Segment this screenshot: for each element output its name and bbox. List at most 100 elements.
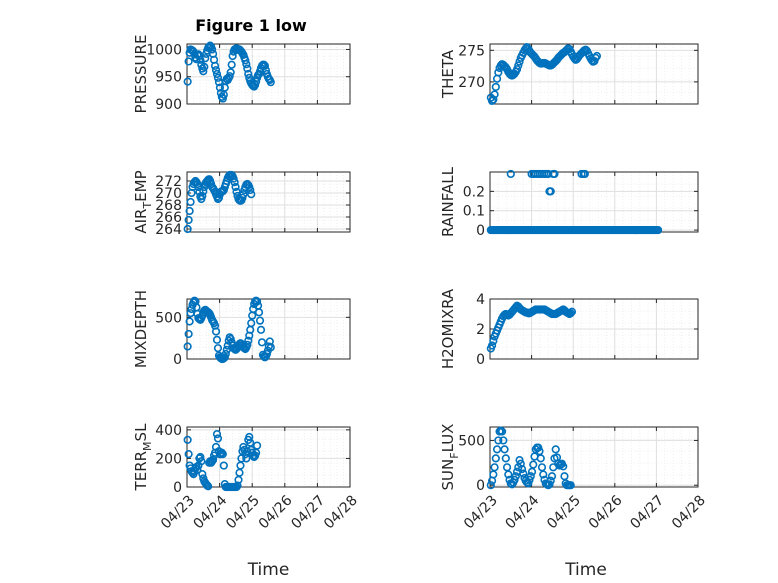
data-point [185,317,194,326]
y-tick-label: 0 [173,480,182,496]
data-point [246,185,255,195]
data-point [511,472,520,481]
data-point [559,462,568,471]
data-point [232,187,241,196]
data-point [199,187,208,196]
data-point [238,193,247,202]
y-tick-label: 0 [476,223,485,239]
data-point [545,480,554,489]
data-point [539,470,548,479]
data-point [243,340,252,349]
data-point [183,435,192,444]
data-point [183,342,192,351]
data-point [547,472,557,481]
y-tick-label: 1000 [146,42,182,58]
axes-box [489,43,699,105]
data-point [491,454,500,463]
data-point [490,90,499,99]
data-point [213,73,223,82]
data-point [519,469,528,478]
data-point [219,461,228,470]
data-point [256,325,266,334]
y-tick-label: 0.2 [463,184,485,200]
data-point [489,95,498,104]
data-point [486,481,495,490]
data-point [517,464,527,474]
data-point [512,65,522,74]
data-point [510,475,519,484]
y-tick-label: 268 [155,198,182,214]
data-point [499,436,508,445]
axes-box [489,426,699,488]
data-point [491,82,500,92]
data-point [255,316,265,325]
y-tick-label: 266 [155,210,182,226]
subplot-6: 0 2 4 H2OMIXRA [439,288,699,369]
y-tick-label: 272 [155,174,182,190]
data-point [210,61,220,70]
data-point [199,67,208,76]
subplot-5: 0 500 MIXDEPTH [132,290,351,368]
y-tick-label: 900 [155,97,182,113]
data-point [580,169,589,179]
data-point [242,60,251,69]
data-point [196,55,205,64]
data-point [198,470,207,479]
data-point [266,343,275,352]
data-point [551,445,560,454]
data-point [208,455,218,464]
y-axis-label: RAINFALL [439,166,457,237]
data-point [266,78,275,87]
data-point [592,51,602,61]
y-tick-label: 0 [476,352,485,368]
subplot-4: 0 0.1 0.2 RAINFALL [439,166,699,239]
data-point [186,197,195,207]
data-point [567,307,577,316]
y-axis-label: PRESSURE [132,35,150,114]
data-point [526,472,535,481]
y-axis-label: H2OMIXRA [439,288,457,369]
data-point [184,329,193,339]
data-point [257,338,267,347]
data-point [201,54,210,63]
y-axis-label: MIXDEPTH [132,290,150,368]
figure-title: Figure 1 low [195,16,307,35]
data-point [198,191,207,201]
y-axis-label: THETA [439,49,457,99]
data-point [185,206,194,216]
data-point [212,430,222,439]
data-point [506,169,515,179]
data-point [204,482,213,491]
data-point [546,187,555,196]
y-axis-label: AIRTEMP [132,170,154,233]
data-point [494,436,503,445]
data-point [184,57,193,66]
y-tick-label: 950 [155,70,182,86]
y-axis-label: TERRMSL [132,423,154,492]
axes-box [186,43,351,105]
data-point [566,309,575,318]
data-point [213,434,223,443]
data-point [254,308,264,317]
data-point [252,441,262,450]
data-point [183,224,192,234]
data-point [247,190,256,199]
data-point [215,83,225,92]
data-point [244,69,253,79]
data-point [184,215,193,225]
data-point [225,72,234,81]
data-point [550,169,559,179]
data-point [501,454,510,463]
data-point [183,77,192,86]
y-tick-label: 0.1 [463,204,485,220]
data-point [208,45,217,54]
y-tick-label: 270 [458,75,485,91]
data-point [227,60,236,69]
data-point [239,190,248,199]
y-tick-label: 2 [476,322,485,338]
data-point [211,66,221,75]
data-point [230,178,239,187]
